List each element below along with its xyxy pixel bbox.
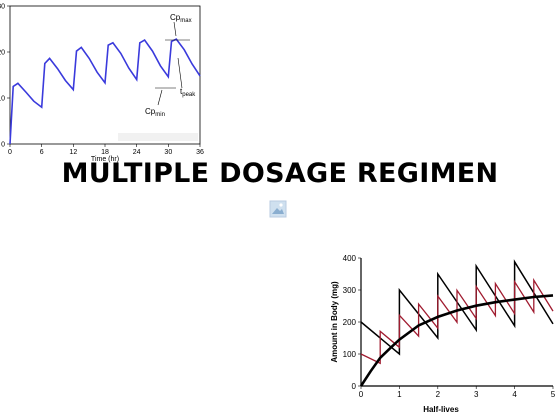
tpeak-label: tpeak bbox=[180, 87, 196, 98]
image-placeholder-icon bbox=[269, 200, 287, 218]
footnote-strip bbox=[118, 133, 198, 141]
x-tick-label: 0 bbox=[8, 149, 12, 156]
x-tick-label: 18 bbox=[101, 149, 109, 156]
cpmax-label: Cpmax bbox=[170, 13, 192, 24]
amount-in-body-chart: 0 1 2 3 4 5 0 100 200 300 400 Half-lives Amount in… bbox=[330, 254, 556, 414]
x-tick-label: 30 bbox=[164, 149, 172, 156]
y-tick-label: 0 bbox=[352, 382, 357, 391]
x-tick-label: 0 bbox=[359, 390, 364, 399]
y-tick-label: 10 bbox=[0, 95, 5, 102]
y-tick-label: 20 bbox=[0, 49, 5, 56]
plasma-concentration-chart: 0 6 12 18 24 30 36 0 10 20 30 Time (hr) Cpmax Cpmi… bbox=[0, 3, 204, 163]
y-tick-label: 400 bbox=[343, 254, 357, 263]
cpmin-label: Cpmin bbox=[145, 107, 165, 118]
concentration-curve bbox=[9, 38, 201, 145]
x-tick-label: 36 bbox=[196, 149, 204, 156]
x-tick-label: 4 bbox=[512, 390, 517, 399]
y-tick-label: 200 bbox=[343, 318, 357, 327]
accumulation-curve bbox=[359, 294, 554, 387]
x-axis-label: Time (hr) bbox=[91, 156, 119, 163]
slide-title: MULTIPLE DOSAGE REGIMEN bbox=[61, 158, 499, 189]
x-axis-label: Half-lives bbox=[423, 405, 459, 414]
y-tick-label: 30 bbox=[0, 3, 5, 10]
x-tick-label: 2 bbox=[436, 390, 441, 399]
cpmin-arrow bbox=[157, 89, 163, 106]
x-tick-label: 5 bbox=[551, 390, 556, 399]
x-tick-label: 6 bbox=[40, 149, 44, 156]
y-axis-label: Amount in Body (mg) bbox=[330, 281, 339, 363]
cpmax-arrow bbox=[173, 21, 177, 37]
x-tick-label: 24 bbox=[133, 149, 141, 156]
half-dose-line bbox=[360, 277, 554, 365]
x-tick-label: 12 bbox=[69, 149, 77, 156]
x-tick-label: 1 bbox=[397, 390, 402, 399]
y-tick-label: 0 bbox=[1, 141, 5, 148]
y-tick-label: 300 bbox=[343, 286, 357, 295]
tpeak-arrow bbox=[177, 57, 183, 89]
x-tick-label: 3 bbox=[474, 390, 479, 399]
y-tick-label: 100 bbox=[343, 350, 357, 359]
